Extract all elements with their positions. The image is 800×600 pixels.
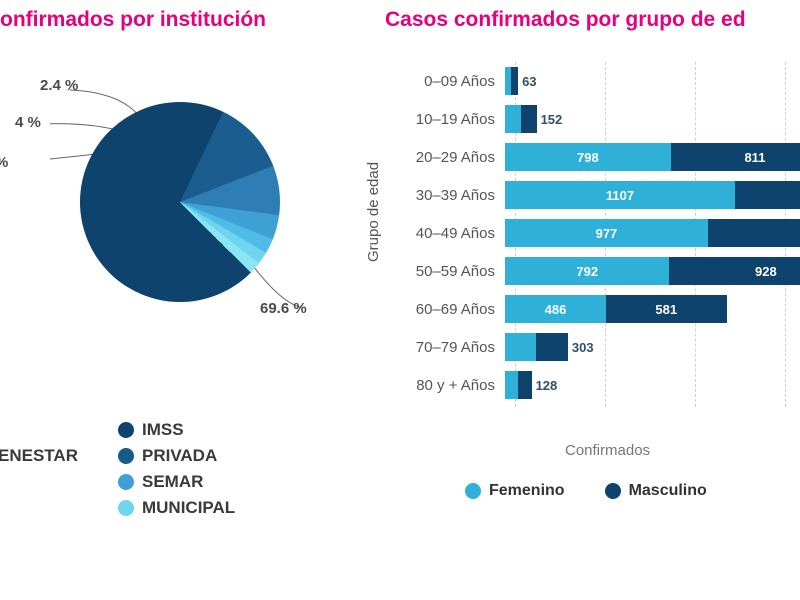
bar-m: 1257 bbox=[735, 181, 800, 209]
bar-pair: 303 bbox=[505, 333, 785, 361]
row-label: 30–39 Años bbox=[375, 187, 505, 204]
title-age: Casos confirmados por grupo de ed bbox=[385, 8, 800, 32]
bar-row: 0–09 Años 63 bbox=[375, 62, 785, 100]
row-label: 10–19 Años bbox=[375, 111, 505, 128]
pie-legend: STE IMSS S-BIENESTAR PRIVADA ENA SEMAR MUNICIP… bbox=[0, 420, 235, 518]
bar-pair: 486581 bbox=[505, 295, 785, 323]
swatch-icon bbox=[118, 422, 134, 438]
bar-chart: Grupo de edad 0–09 Años6310–19 Años15220… bbox=[375, 62, 795, 462]
pie-label-0: 2.4 % bbox=[40, 77, 78, 94]
bar-pair: 9771151 bbox=[505, 219, 785, 247]
row-label: 60–69 Años bbox=[375, 301, 505, 318]
bar-pair: 798811 bbox=[505, 143, 785, 171]
bar-m bbox=[518, 371, 531, 399]
bar-row: 70–79 Años 303 bbox=[375, 328, 785, 366]
bar-f: 977 bbox=[505, 219, 708, 247]
bar-row: 60–69 Años486581 bbox=[375, 290, 785, 328]
row-label: 50–59 Años bbox=[375, 263, 505, 280]
bar-f bbox=[505, 371, 518, 399]
bar-total-label: 63 bbox=[522, 67, 582, 95]
row-label: 80 y + Años bbox=[375, 377, 505, 394]
bar-m: 811 bbox=[671, 143, 800, 171]
bar-f: 792 bbox=[505, 257, 669, 285]
swatch-femenino bbox=[465, 483, 481, 499]
row-label: 20–29 Años bbox=[375, 149, 505, 166]
row-label: 0–09 Años bbox=[375, 73, 505, 90]
pie-graphic bbox=[80, 102, 280, 302]
bar-row: 30–39 Años11071257 bbox=[375, 176, 785, 214]
bar-m bbox=[521, 105, 537, 133]
row-label: 70–79 Años bbox=[375, 339, 505, 356]
bar-m: 1151 bbox=[708, 219, 800, 247]
bar-row: 40–49 Años9771151 bbox=[375, 214, 785, 252]
swatch-masculino bbox=[605, 483, 621, 499]
bar-m bbox=[511, 67, 518, 95]
bars-area: 0–09 Años6310–19 Años15220–29 Años798811… bbox=[515, 62, 785, 432]
bar-pair: 152 bbox=[505, 105, 785, 133]
bar-f: 798 bbox=[505, 143, 671, 171]
legend-item: S-BIENESTAR bbox=[0, 446, 78, 466]
bar-f bbox=[505, 333, 536, 361]
legend-m-label: Masculino bbox=[629, 482, 707, 500]
swatch-icon bbox=[118, 474, 134, 490]
bar-m: 581 bbox=[606, 295, 727, 323]
legend-item: ENA bbox=[0, 472, 78, 492]
swatch-icon bbox=[118, 500, 134, 516]
bar-f: 1107 bbox=[505, 181, 735, 209]
bar-m: 928 bbox=[669, 257, 800, 285]
bar-f bbox=[505, 105, 521, 133]
bar-row: 80 y + Años 128 bbox=[375, 366, 785, 404]
legend-f-label: Femenino bbox=[489, 482, 565, 500]
legend-femenino: Femenino bbox=[465, 482, 565, 500]
legend-item: SEMAR bbox=[118, 472, 235, 492]
bar-row: 50–59 Años792928 bbox=[375, 252, 785, 290]
legend-masculino: Masculino bbox=[605, 482, 707, 500]
panel-institution: onfirmados por institución 2.4 % 4 % % 6… bbox=[0, 0, 370, 600]
legend-item bbox=[0, 498, 78, 518]
x-axis-label: Confirmados bbox=[565, 442, 650, 459]
pie-chart: 2.4 % 4 % % 69.6 % bbox=[50, 72, 310, 332]
title-institution: onfirmados por institución bbox=[0, 8, 370, 32]
pie-label-1: 4 % bbox=[15, 114, 41, 131]
bar-pair: 11071257 bbox=[505, 181, 785, 209]
legend-item: MUNICIPAL bbox=[118, 498, 235, 518]
bar-total-label: 303 bbox=[572, 333, 632, 361]
bar-m bbox=[536, 333, 568, 361]
bar-pair: 128 bbox=[505, 371, 785, 399]
bar-pair: 63 bbox=[505, 67, 785, 95]
bar-pair: 792928 bbox=[505, 257, 785, 285]
bar-total-label: 152 bbox=[541, 105, 601, 133]
pie-label-2: % bbox=[0, 154, 8, 171]
legend-item: IMSS bbox=[118, 420, 235, 440]
swatch-icon bbox=[118, 448, 134, 464]
legend-item: PRIVADA bbox=[118, 446, 235, 466]
bar-f: 486 bbox=[505, 295, 606, 323]
bar-total-label: 128 bbox=[536, 371, 596, 399]
pie-label-3: 69.6 % bbox=[260, 300, 307, 317]
row-label: 40–49 Años bbox=[375, 225, 505, 242]
bar-row: 20–29 Años798811 bbox=[375, 138, 785, 176]
bar-row: 10–19 Años 152 bbox=[375, 100, 785, 138]
panel-age: Casos confirmados por grupo de ed Grupo … bbox=[375, 0, 800, 600]
legend-item: STE bbox=[0, 420, 78, 440]
bar-legend: Femenino Masculino bbox=[465, 482, 707, 500]
